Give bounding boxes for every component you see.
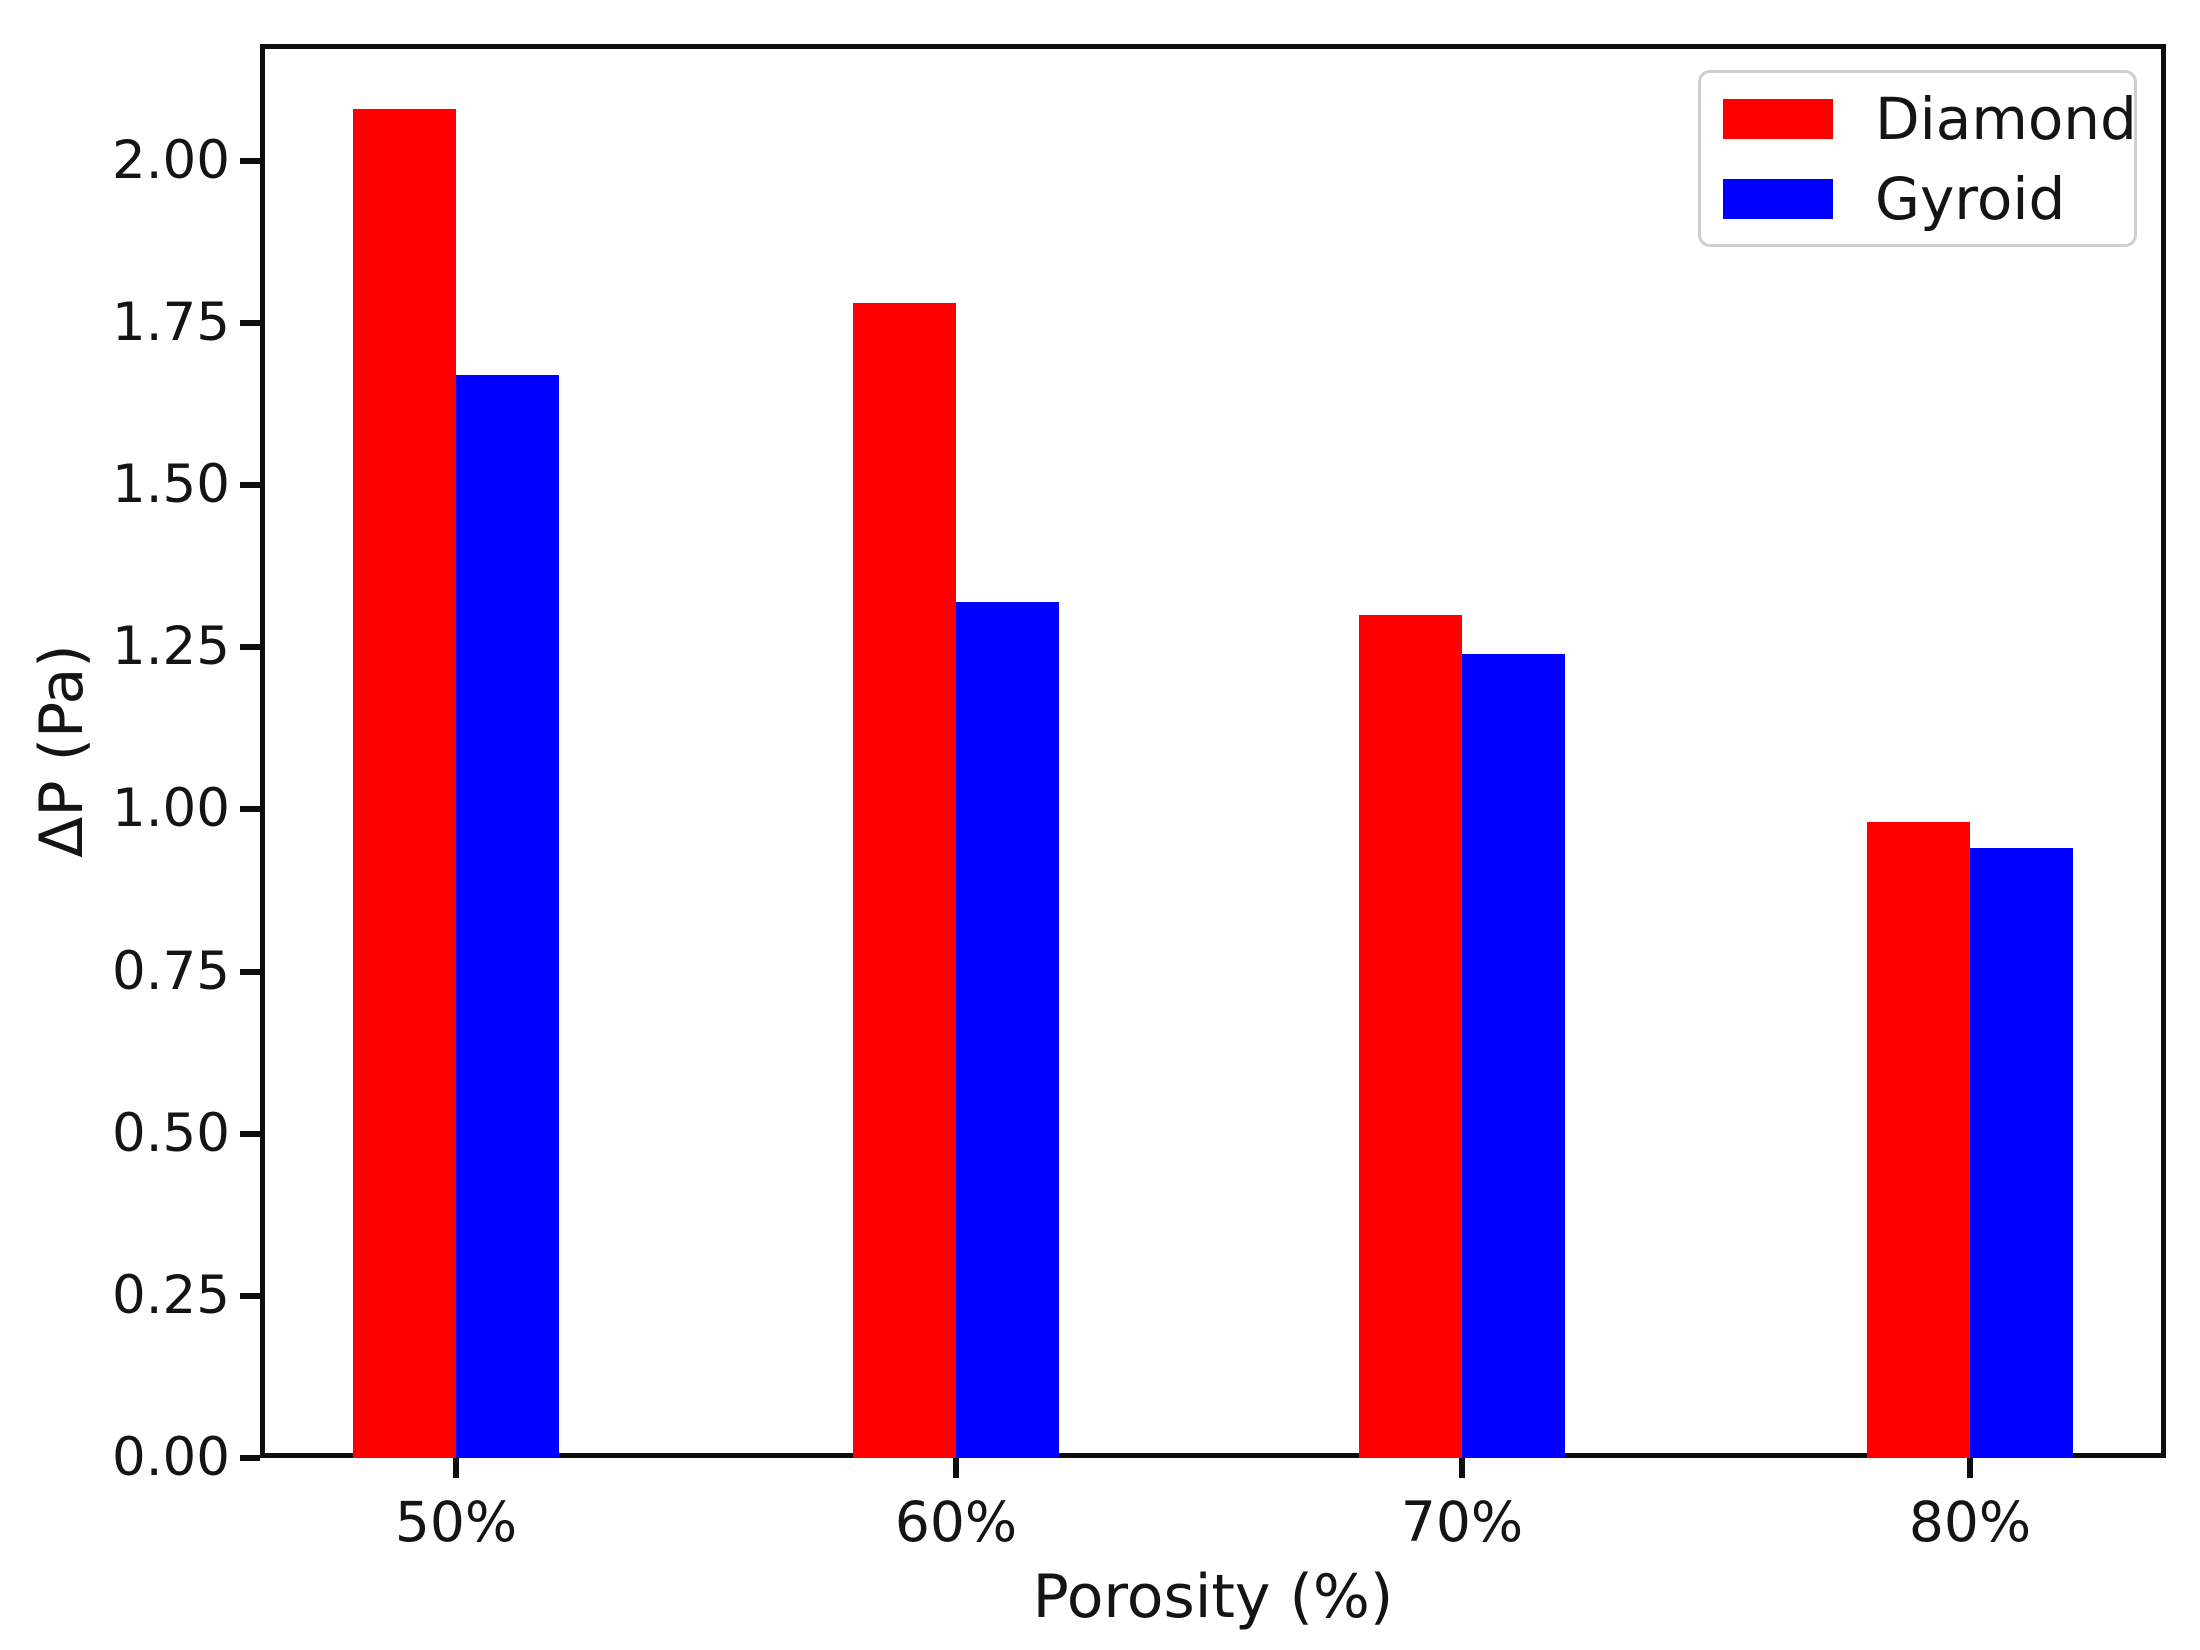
y-tick-label: 1.00 (111, 778, 230, 840)
x-tick-label: 80% (1908, 1490, 2032, 1554)
bar-gyroid-50 (456, 374, 559, 1458)
bar-diamond-70 (1359, 614, 1462, 1458)
y-tick-label: 1.25 (111, 616, 230, 678)
y-tick-mark (240, 319, 260, 326)
legend-label-diamond: Diamond (1875, 84, 2137, 153)
y-axis-label: ΔP (Pa) (27, 644, 97, 858)
legend: Diamond Gyroid (1698, 70, 2137, 247)
bar-diamond-80 (1867, 822, 1970, 1458)
y-tick-mark (240, 157, 260, 164)
x-tick-label: 70% (1400, 1490, 1524, 1554)
y-tick-label: 0.75 (111, 940, 230, 1002)
x-tick-mark (1967, 1458, 1973, 1478)
y-tick-label: 1.50 (111, 454, 230, 516)
y-tick-mark (240, 968, 260, 975)
y-tick-mark (240, 1292, 260, 1299)
x-axis-label: Porosity (%) (1032, 1562, 1394, 1632)
x-tick-label: 50% (394, 1490, 518, 1554)
y-tick-label: 1.75 (111, 291, 230, 353)
bar-gyroid-80 (1970, 848, 2073, 1458)
y-tick-mark (240, 806, 260, 813)
legend-swatch-diamond (1723, 98, 1833, 139)
y-tick-mark (240, 482, 260, 489)
legend-item-diamond: Diamond (1701, 79, 2137, 159)
x-tick-mark (1459, 1458, 1465, 1478)
y-tick-label: 0.00 (111, 1427, 230, 1488)
y-tick-label: 2.00 (111, 129, 230, 191)
bar-gyroid-60 (956, 601, 1059, 1458)
x-tick-label: 60% (894, 1490, 1018, 1554)
bar-diamond-60 (853, 303, 956, 1458)
y-tick-mark (240, 1130, 260, 1137)
legend-swatch-gyroid (1723, 178, 1833, 219)
y-tick-label: 0.50 (111, 1102, 230, 1164)
bar-gyroid-70 (1462, 653, 1565, 1458)
y-tick-mark (240, 644, 260, 651)
bar-diamond-50 (353, 108, 456, 1458)
legend-label-gyroid: Gyroid (1875, 164, 2066, 233)
y-tick-mark (240, 1455, 260, 1461)
y-tick-label: 0.25 (111, 1264, 230, 1326)
plot-area (260, 44, 2166, 1458)
x-tick-mark (953, 1458, 959, 1478)
x-tick-mark (453, 1458, 459, 1478)
legend-item-gyroid: Gyroid (1701, 159, 2134, 239)
